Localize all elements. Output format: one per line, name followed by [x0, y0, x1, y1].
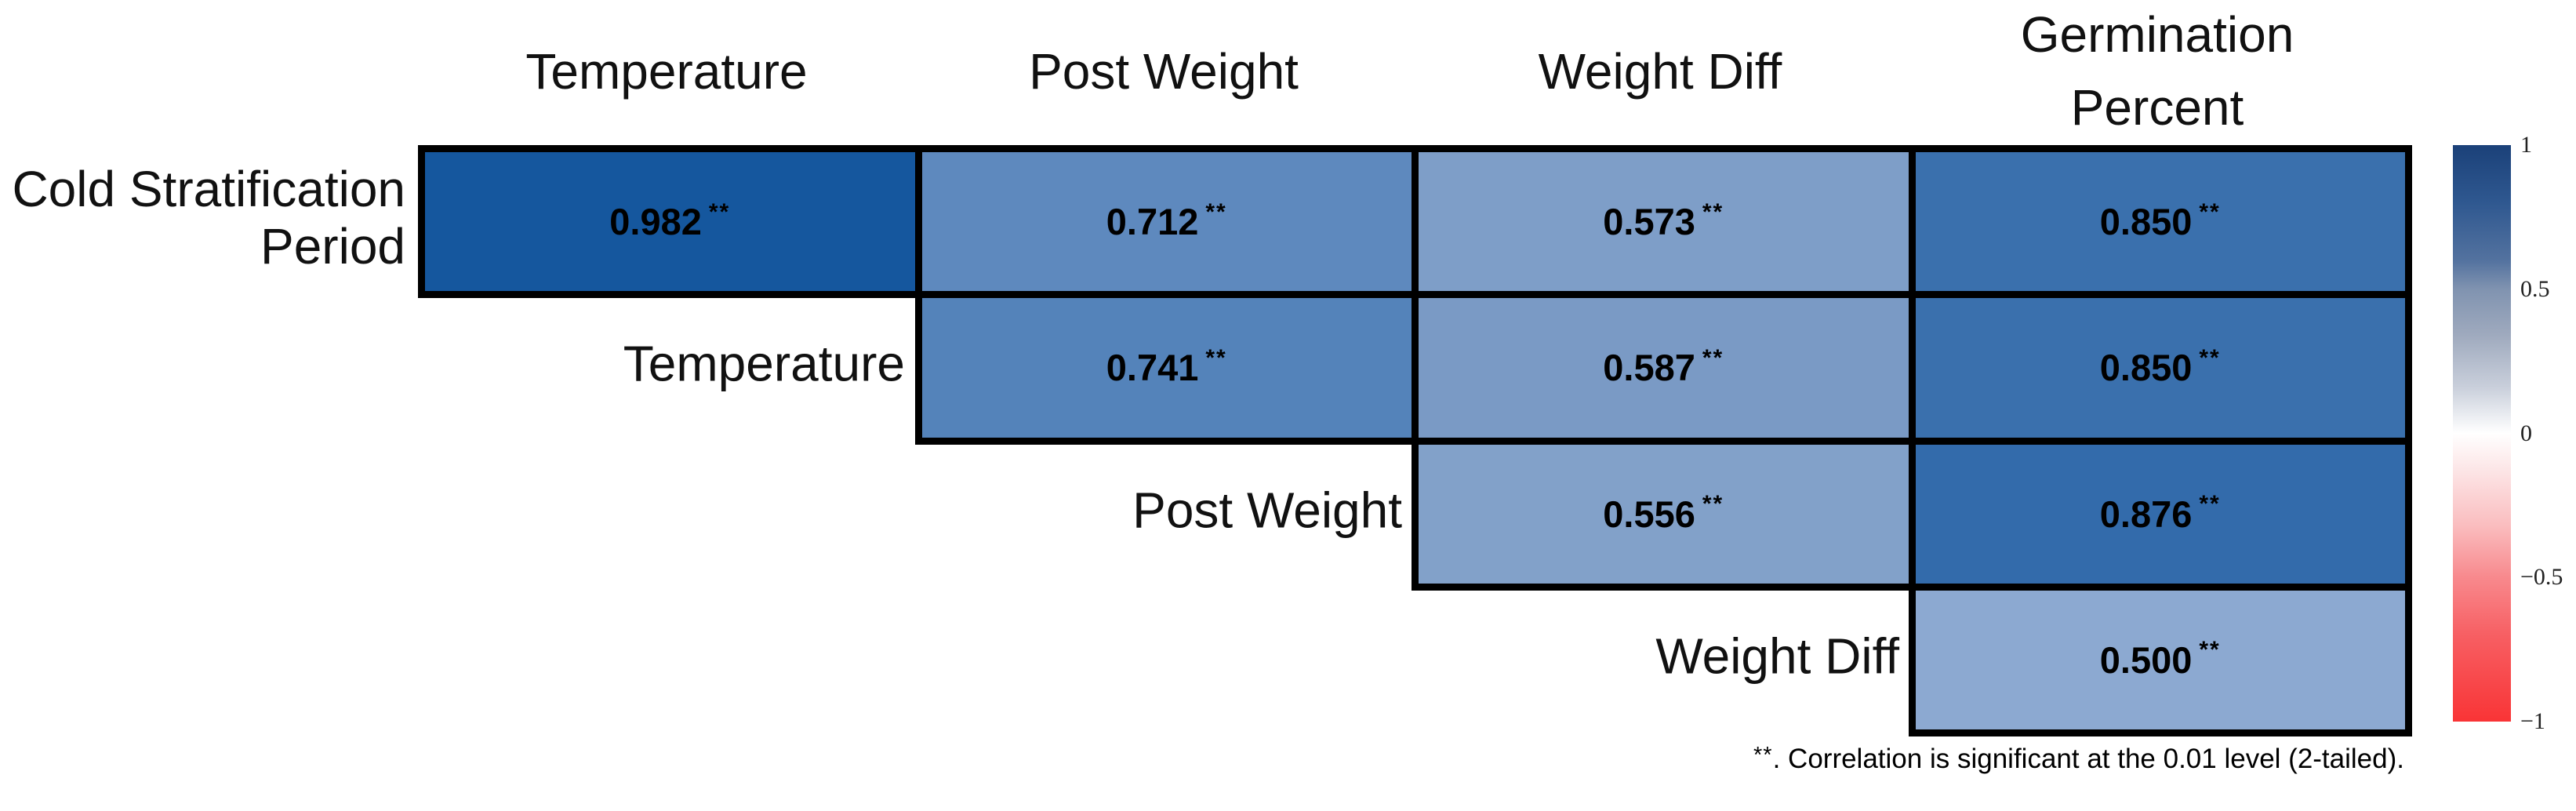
- column-header-post-weight: Post Weight: [1029, 42, 1299, 100]
- matrix-cell: 0.500 **: [1908, 583, 2412, 736]
- significance-marker: **: [1205, 198, 1227, 225]
- significance-marker: **: [2199, 198, 2221, 225]
- cell-value: 0.982: [609, 201, 702, 243]
- column-header-temperature: Temperature: [525, 42, 808, 100]
- matrix-cell: 0.556 **: [1412, 437, 1916, 591]
- significance-footnote: **. Correlation is significant at the 0.…: [1753, 743, 2404, 775]
- row-label-weight-diff: Weight Diff: [1655, 627, 1899, 685]
- cell-value: 0.850: [2099, 347, 2193, 389]
- significance-marker: **: [1702, 491, 1724, 518]
- matrix-cell: 0.982 **: [418, 145, 922, 299]
- colorbar-tick-label: 0.5: [2520, 275, 2550, 302]
- cell-value: 0.850: [2099, 201, 2193, 243]
- column-header-weight-diff: Weight Diff: [1538, 42, 1782, 100]
- cell-value: 0.573: [1603, 201, 1695, 243]
- matrix-cell: 0.587 **: [1412, 291, 1916, 445]
- matrix-cell: 0.573 **: [1412, 145, 1916, 299]
- row-label-temperature: Temperature: [623, 335, 905, 392]
- matrix-cell: 0.850 **: [1908, 145, 2412, 299]
- significance-marker: **: [2199, 344, 2221, 371]
- cell-value: 0.712: [1106, 201, 1199, 243]
- colorbar-tick-label: 1: [2520, 132, 2532, 158]
- colorbar-tick-label: −1: [2520, 708, 2545, 734]
- cell-value: 0.500: [2099, 638, 2193, 681]
- matrix-cell: 0.712 **: [914, 145, 1419, 299]
- cell-value: 0.556: [1603, 493, 1695, 535]
- cell-value: 0.876: [2099, 493, 2193, 535]
- cell-value: 0.587: [1603, 347, 1695, 389]
- significance-marker: **: [708, 198, 731, 225]
- row-label-cold-stratification-period: Cold Stratification Period: [12, 161, 405, 275]
- row-label-post-weight: Post Weight: [1132, 482, 1402, 539]
- matrix-cell: 0.741 **: [914, 291, 1419, 445]
- significance-marker: **: [1702, 344, 1724, 371]
- footnote-text: . Correlation is significant at the 0.01…: [1772, 744, 2404, 774]
- significance-marker: **: [1702, 198, 1724, 225]
- colorbar-tick-label: −0.5: [2520, 564, 2563, 591]
- significance-marker: **: [2199, 637, 2221, 664]
- cell-value: 0.741: [1106, 347, 1199, 389]
- footnote-marker: **: [1753, 743, 1773, 768]
- colorbar-tick-label: 0: [2520, 420, 2532, 446]
- significance-marker: **: [2199, 491, 2221, 518]
- significance-marker: **: [1205, 344, 1227, 371]
- matrix-cell: 0.850 **: [1908, 291, 2412, 445]
- colorbar-gradient: [2453, 145, 2511, 722]
- matrix-cell: 0.876 **: [1908, 437, 2412, 591]
- column-header-germination-percent: Germination Percent: [2020, 6, 2294, 136]
